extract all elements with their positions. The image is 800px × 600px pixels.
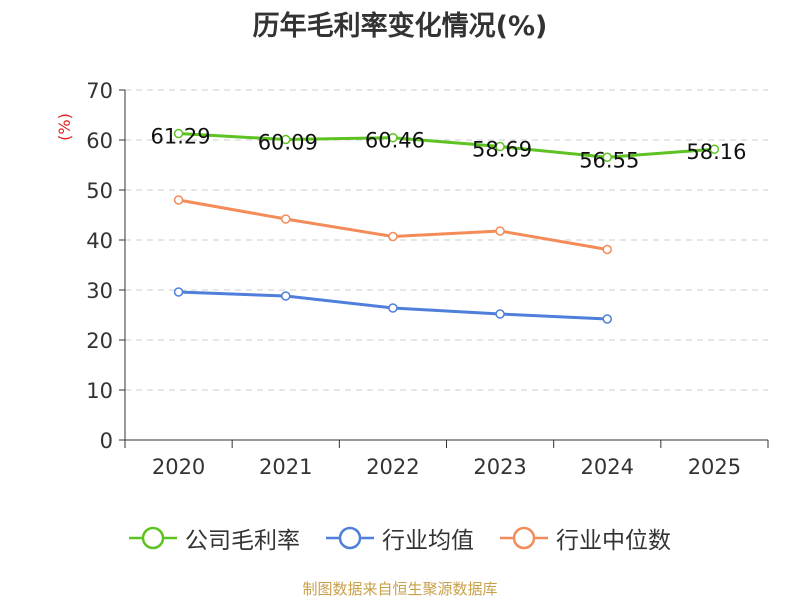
x-tick-label: 2025	[688, 455, 741, 479]
data-point	[173, 128, 184, 139]
y-tick-label: 70	[86, 79, 113, 103]
data-labels: 61.29 60.09 60.46 58.69 56.55 58.16	[151, 125, 747, 173]
chart-title: 历年毛利率变化情况(%)	[252, 11, 548, 42]
x-tick-label: 2021	[259, 455, 312, 479]
data-point	[173, 195, 184, 205]
legend-swatch-marker	[512, 526, 536, 550]
data-label: 60.46	[365, 129, 425, 153]
source-note: 制图数据来自恒生聚源数据库	[302, 580, 498, 598]
data-point	[495, 309, 505, 319]
data-point	[602, 152, 612, 162]
x-tick-label: 2024	[581, 455, 634, 479]
legend-swatch-icon	[129, 526, 177, 550]
x-tick-label: 2023	[473, 455, 526, 479]
data-point	[495, 141, 505, 152]
legend-swatch-marker	[141, 526, 165, 550]
legend-label: 公司毛利率	[185, 528, 300, 554]
data-point	[388, 303, 398, 313]
y-axis-label: (%)	[55, 113, 74, 141]
y-tick-label: 20	[86, 329, 113, 353]
data-point	[602, 244, 612, 255]
legend-item[interactable]: 公司毛利率	[129, 521, 300, 555]
y-tick-label: 10	[86, 379, 113, 403]
axes: 0 10 20 30 40 50 60 70 2020 2021 2022 2023 2024 2025 (…	[55, 79, 769, 479]
data-label: 60.09	[258, 131, 318, 155]
legend-label: 行业均值	[382, 528, 474, 554]
data-point	[281, 291, 291, 301]
data-point	[281, 214, 291, 224]
data-point	[281, 134, 291, 145]
data-point	[495, 226, 505, 236]
series-lines	[173, 128, 720, 324]
data-point	[173, 287, 184, 297]
legend-swatch-icon	[326, 526, 374, 550]
legend-label: 行业中位数	[556, 528, 671, 554]
y-tick-label: 40	[86, 229, 113, 253]
data-point	[388, 132, 398, 143]
series-line-0	[178, 132, 715, 159]
legend-swatch-marker	[338, 526, 362, 550]
legend-item[interactable]: 行业中位数	[500, 521, 671, 555]
data-point	[388, 231, 398, 242]
data-label: 56.55	[579, 148, 639, 172]
x-tick-label: 2022	[366, 455, 419, 479]
data-point	[602, 314, 612, 324]
grid-lines	[125, 89, 768, 391]
y-tick-label: 30	[86, 279, 113, 303]
data-point	[709, 144, 720, 154]
y-tick-label: 0	[100, 429, 113, 453]
y-tick-label: 60	[86, 129, 113, 153]
series-line-2	[178, 198, 608, 251]
legend-swatch-icon	[500, 526, 548, 550]
data-label: 58.16	[686, 140, 746, 164]
data-label: 58.69	[472, 138, 532, 162]
data-label: 61.29	[151, 125, 211, 149]
legend: 公司毛利率 行业均值 行业中位数	[0, 521, 800, 555]
y-tick-label: 50	[86, 179, 113, 203]
legend-item[interactable]: 行业均值	[326, 521, 474, 555]
x-tick-label: 2020	[152, 455, 205, 479]
